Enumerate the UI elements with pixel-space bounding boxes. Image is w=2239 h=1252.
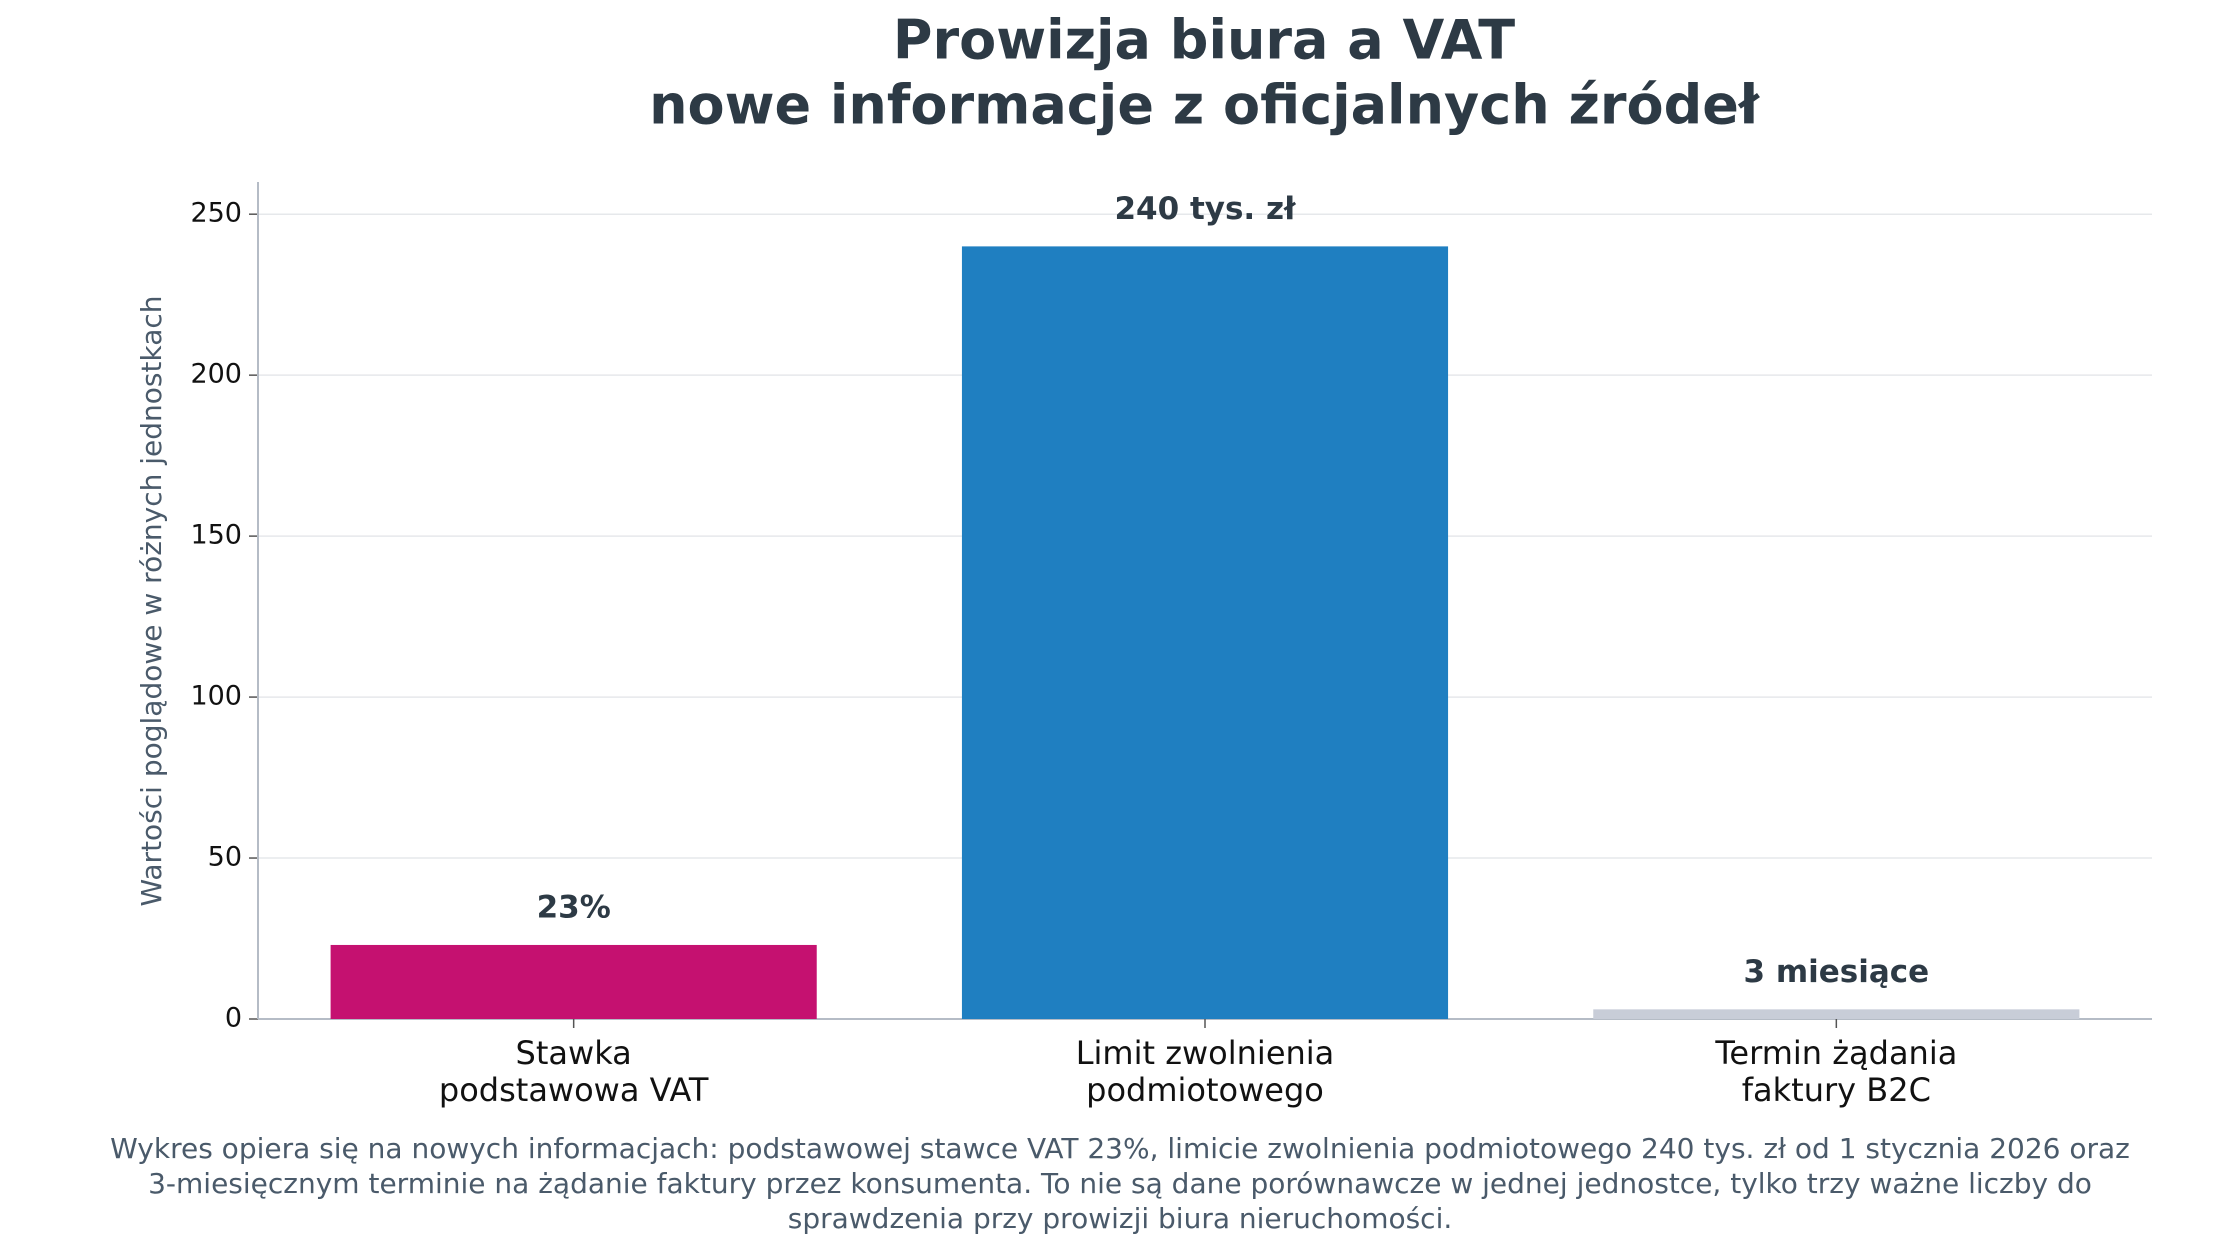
chart-title: Prowizja biura a VAT	[893, 9, 1515, 72]
caption: sprawdzenia przy prowizji biura nierucho…	[788, 1202, 1453, 1235]
x-tick-label: Stawka podstawowa VAT	[439, 1034, 709, 1109]
y-tick-label: 0	[225, 1003, 242, 1034]
bar	[961, 246, 1449, 1019]
y-tick-label: 250	[190, 198, 242, 229]
y-tick-label: 200	[190, 359, 242, 390]
bar	[330, 944, 817, 1019]
y-axis-label: Wartości poglądowe w różnych jednostkach	[135, 295, 168, 906]
x-tick-label: Termin żądania faktury B2C	[1714, 1034, 1957, 1109]
caption: 3-miesięcznym terminie na żądanie faktur…	[148, 1167, 2092, 1200]
bar	[1593, 1009, 2080, 1019]
value-label: 23%	[537, 889, 611, 925]
y-tick-label: 50	[208, 842, 242, 873]
value-label: 3 miesiące	[1743, 954, 1929, 990]
x-tick-label: Limit zwolnienia podmiotowego	[1076, 1034, 1335, 1109]
value-label: 240 tys. zł	[1114, 191, 1297, 227]
y-tick-label: 100	[190, 681, 242, 712]
chart-title: nowe informacje z oficjalnych źródeł	[649, 74, 1761, 137]
caption: Wykres opiera się na nowych informacjach…	[110, 1132, 2130, 1165]
y-tick-label: 150	[190, 520, 242, 551]
